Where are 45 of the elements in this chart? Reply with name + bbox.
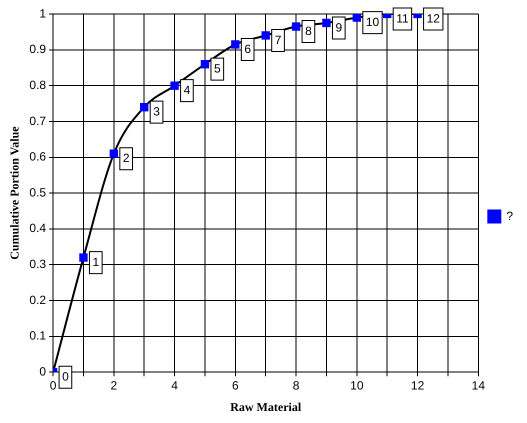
- annotation: 1: [92, 254, 100, 269]
- x-tick-label: 6: [232, 378, 239, 393]
- annotation: 11: [396, 11, 409, 26]
- annotation: 9: [335, 20, 342, 34]
- point: [231, 40, 240, 49]
- point: [79, 253, 88, 262]
- annotation: 2: [122, 151, 130, 166]
- point: [262, 31, 270, 40]
- y-tick-label: 0.6: [29, 150, 46, 164]
- annotation: 0: [62, 370, 70, 384]
- y-tick-label: 0.4: [29, 221, 46, 236]
- point: [322, 18, 331, 28]
- annotation: 10: [366, 14, 380, 29]
- y-tick-label: 0.9: [29, 42, 46, 56]
- annotation: 5: [214, 61, 221, 76]
- point: [200, 60, 210, 68]
- point: [292, 22, 300, 31]
- x-tick-label: 2: [110, 378, 118, 393]
- x-tick-label: 8: [292, 378, 300, 393]
- y-tick-label: 0.3: [29, 257, 46, 272]
- point: [170, 81, 179, 90]
- y-tick-label: 0.8: [29, 78, 46, 92]
- point: [110, 150, 118, 158]
- x-tick-label: 14: [472, 378, 486, 393]
- y-tick-label: 0.2: [29, 292, 46, 307]
- y-tick-label: 0.5: [29, 185, 46, 200]
- y-tick-label: 0.1: [29, 328, 46, 343]
- annotation: 7: [274, 32, 282, 47]
- point: [352, 14, 362, 22]
- annotation: 12: [426, 11, 440, 26]
- annotation: 3: [153, 104, 160, 118]
- y-axis-title: Cumulative Portion Value: [7, 126, 22, 260]
- x-tick-label: 12: [410, 378, 425, 393]
- y-tick-label: 1: [39, 6, 46, 20]
- x-tick-label: 4: [171, 378, 178, 393]
- annotation: 4: [184, 82, 191, 97]
- annotation: 6: [244, 42, 252, 56]
- point: [140, 102, 148, 112]
- x-tick-label: 0: [50, 378, 57, 393]
- y-tick-label: 0.7: [29, 114, 46, 128]
- x-axis-title: Raw Material: [230, 400, 302, 414]
- legend-label: ?: [506, 208, 514, 223]
- annotation: 8: [305, 24, 312, 38]
- x-tick-label: 10: [350, 378, 364, 393]
- y-tick-label: 0: [39, 364, 46, 379]
